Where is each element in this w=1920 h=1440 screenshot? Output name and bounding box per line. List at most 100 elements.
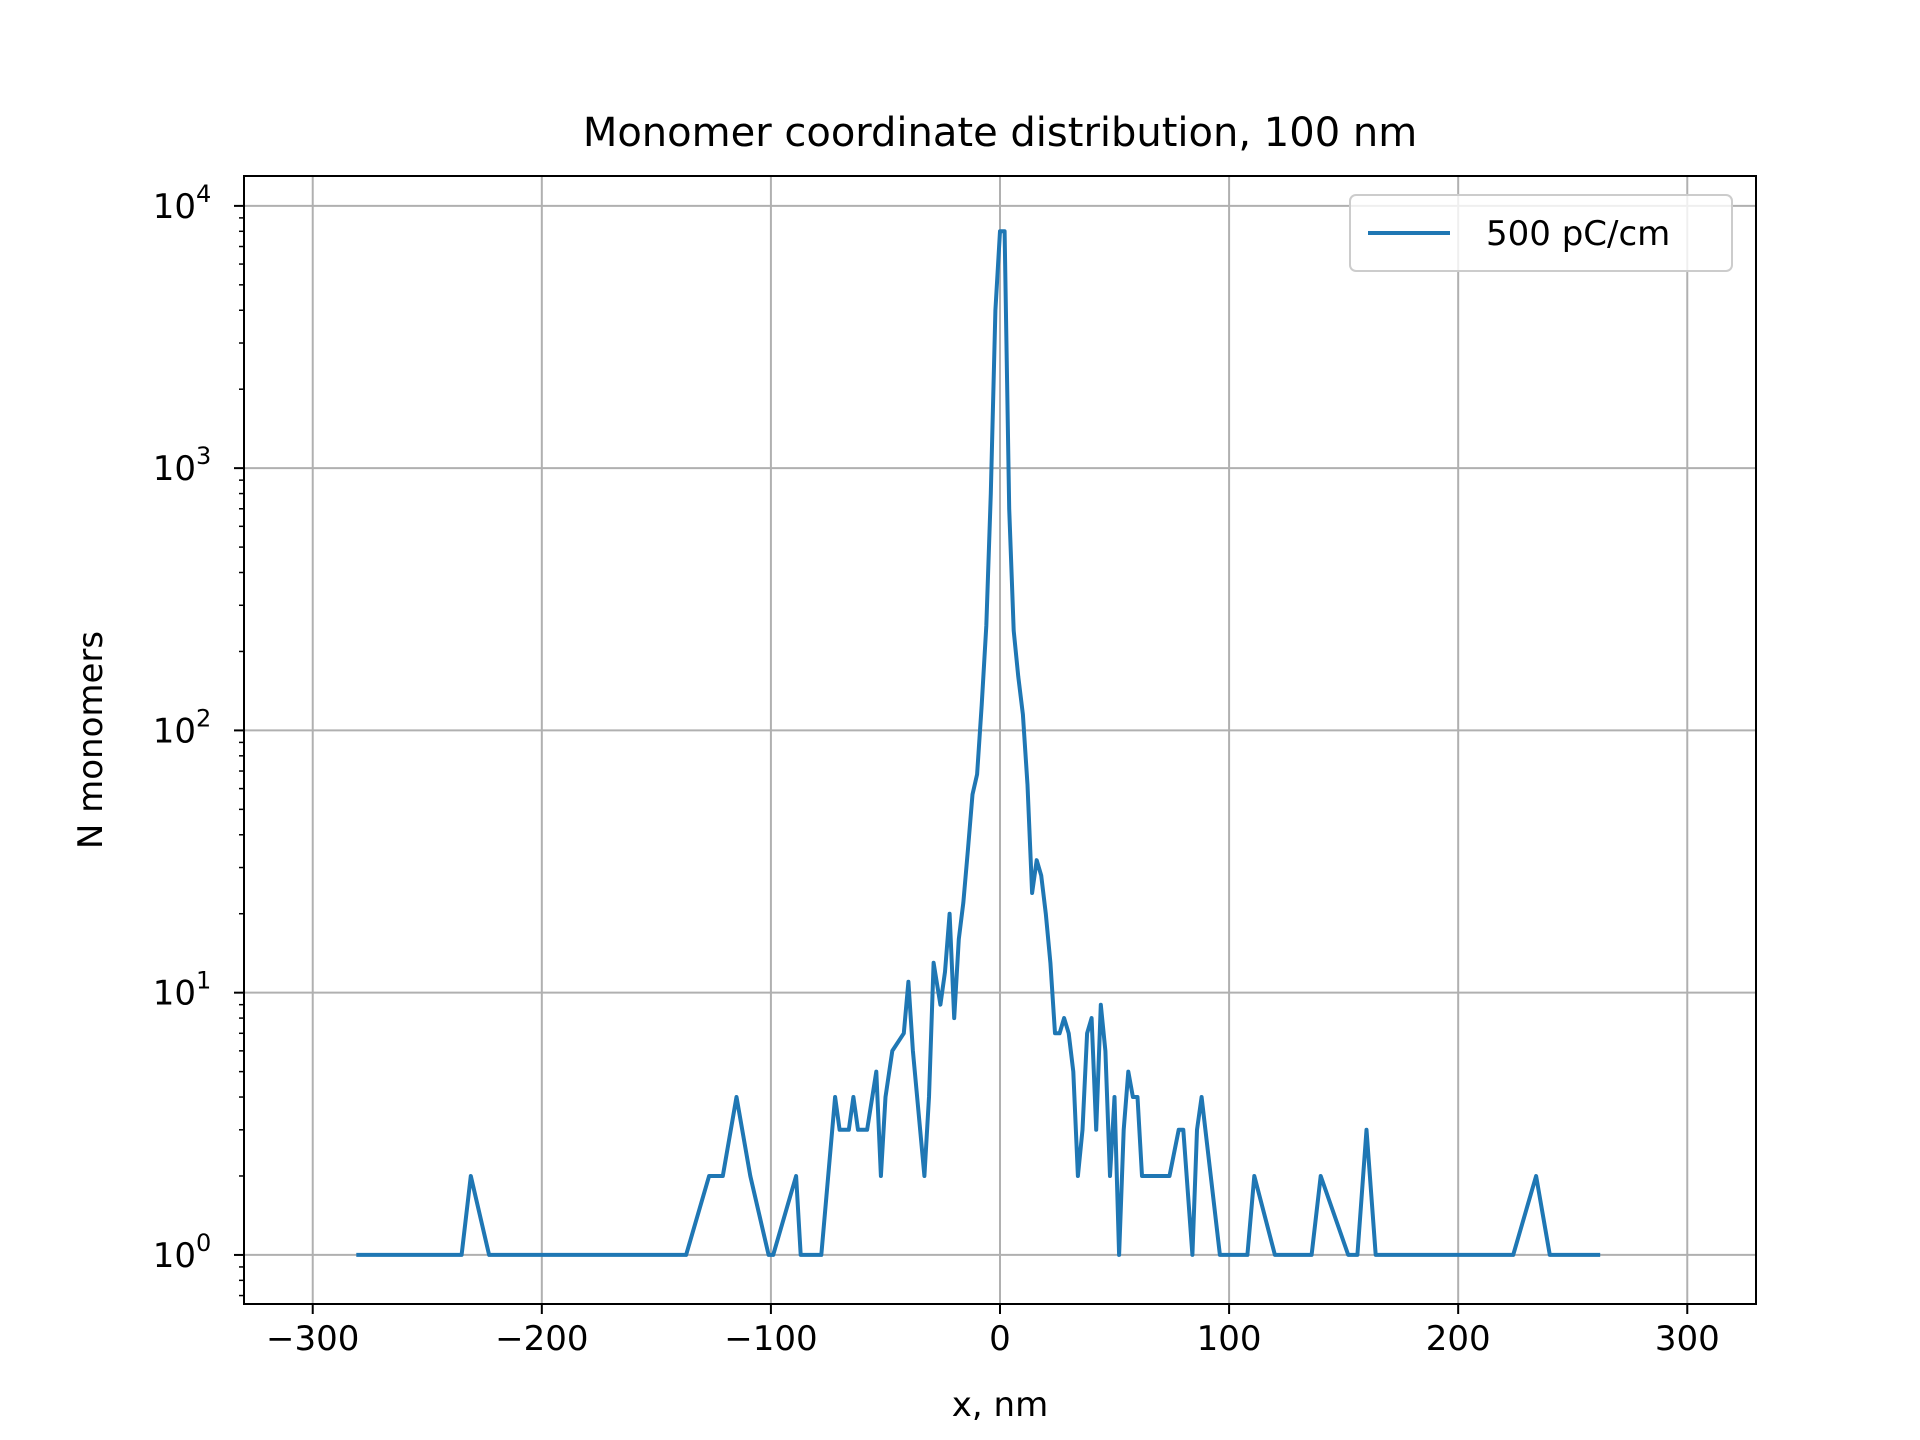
y-axis-label: N monomers [71, 631, 111, 849]
data-point [605, 1254, 606, 1255]
data-point [933, 962, 934, 963]
data-point [1036, 860, 1037, 861]
data-point [1041, 875, 1042, 876]
data-point [800, 1254, 801, 1255]
data-point [912, 1050, 913, 1051]
data-point [1027, 784, 1028, 785]
data-point [1448, 1254, 1449, 1255]
data-point [379, 1254, 380, 1255]
data-point [867, 1129, 868, 1130]
data-point [928, 1096, 929, 1097]
data-point [812, 1254, 813, 1255]
data-point [470, 1175, 471, 1176]
data-point [1219, 1254, 1220, 1255]
data-point [736, 1096, 737, 1097]
data-point [1082, 1129, 1083, 1130]
data-point [903, 1033, 904, 1034]
data-point [1050, 962, 1051, 963]
data-point [1570, 1254, 1571, 1255]
data-point [999, 231, 1000, 232]
data-point [599, 1254, 600, 1255]
data-point [908, 981, 909, 982]
data-point [356, 1254, 357, 1255]
data-point [1091, 1018, 1092, 1019]
data-point [972, 794, 973, 795]
data-point [1426, 1254, 1427, 1255]
x-tick-label: −300 [266, 1319, 359, 1359]
data-point [1416, 1254, 1417, 1255]
data-point [1311, 1254, 1312, 1255]
data-point [722, 1175, 723, 1176]
data-point [1254, 1175, 1255, 1176]
data-point [821, 1254, 822, 1255]
data-point [1119, 1254, 1120, 1255]
data-point [539, 1254, 540, 1255]
data-point [995, 310, 996, 311]
data-point [805, 1254, 806, 1255]
data-point [1068, 1033, 1069, 1034]
data-point [796, 1175, 797, 1176]
data-point [1013, 630, 1014, 631]
data-point [1141, 1175, 1142, 1176]
data-point [1196, 1129, 1197, 1130]
data-point [1238, 1254, 1239, 1255]
data-point [1032, 892, 1033, 893]
data-point [1178, 1129, 1179, 1130]
data-point [977, 774, 978, 775]
data-point [420, 1254, 421, 1255]
data-point [1600, 1254, 1601, 1255]
data-point [1151, 1175, 1152, 1176]
data-point [924, 1175, 925, 1176]
data-point [1357, 1254, 1358, 1255]
data-point [1536, 1175, 1537, 1176]
data-point [944, 971, 945, 972]
data-point [1412, 1254, 1413, 1255]
legend-box [1349, 194, 1733, 272]
series-line [356, 229, 1601, 1257]
data-point [885, 1096, 886, 1097]
data-point [1366, 1129, 1367, 1130]
data-point [1513, 1254, 1514, 1255]
data-point [1508, 1254, 1509, 1255]
data-point [709, 1175, 710, 1176]
data-point [750, 1175, 751, 1176]
data-point [408, 1254, 409, 1255]
data-point [612, 1254, 613, 1255]
data-point [963, 902, 964, 903]
data-point [1164, 1175, 1165, 1176]
chart-title: Monomer coordinate distribution, 100 nm [583, 110, 1417, 156]
legend-label: 500 pC/cm [1486, 214, 1670, 254]
data-point [990, 493, 991, 494]
y-tick-label: 102 [153, 704, 212, 751]
data-point [981, 704, 982, 705]
data-point [857, 1129, 858, 1130]
data-point [839, 1129, 840, 1130]
series-0-group [356, 229, 1601, 1257]
data-point [1022, 714, 1023, 715]
data-point [397, 1254, 398, 1255]
x-tick-label: 200 [1426, 1319, 1491, 1359]
data-point [954, 1018, 955, 1019]
x-axis-label: x, nm [952, 1385, 1048, 1425]
data-point [1160, 1175, 1161, 1176]
data-point [940, 1004, 941, 1005]
data-point [493, 1254, 494, 1255]
data-point [1009, 508, 1010, 509]
data-point [1183, 1129, 1184, 1130]
data-point [1320, 1175, 1321, 1176]
data-point [489, 1254, 490, 1255]
data-point [958, 939, 959, 940]
legend: 500 pC/cm [1349, 194, 1733, 272]
y-tick-label: 103 [153, 442, 212, 489]
data-point [1132, 1096, 1133, 1097]
data-point [1105, 1050, 1106, 1051]
data-point [853, 1096, 854, 1097]
data-point [1247, 1254, 1248, 1255]
data-point [1077, 1175, 1078, 1176]
data-point [876, 1071, 877, 1072]
x-tick-label: −100 [724, 1319, 817, 1359]
data-point [1565, 1254, 1566, 1255]
data-point [1348, 1254, 1349, 1255]
data-point [949, 913, 950, 914]
